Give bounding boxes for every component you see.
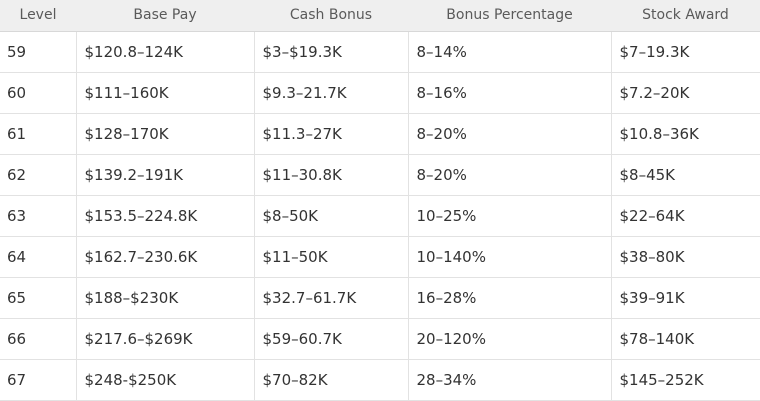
cell-base-pay: $162.7–230.6K [76,236,255,278]
cell-level: 61 [0,113,77,155]
cell-stock-award: $78–140K [611,318,760,360]
cell-bonus-percentage: 8–20% [408,113,612,155]
table-row: 66 $217.6–$269K $59–60.7K 20–120% $78–140K [0,318,760,360]
cell-bonus-percentage: 28–34% [408,359,612,401]
cell-base-pay: $120.8–124K [76,31,255,73]
header-base-pay: Base Pay [76,0,254,32]
table-row: 59 $120.8–124K $3–$19.3K 8–14% $7–19.3K [0,31,760,73]
cell-stock-award: $7–19.3K [611,31,760,73]
cell-bonus-percentage: 8–14% [408,31,612,73]
cell-bonus-percentage: 8–20% [408,154,612,196]
cell-cash-bonus: $11–50K [254,236,409,278]
cell-bonus-percentage: 10–25% [408,195,612,237]
cell-level: 64 [0,236,77,278]
table-row: 63 $153.5–224.8K $8–50K 10–25% $22–64K [0,195,760,237]
cell-cash-bonus: $8–50K [254,195,409,237]
cell-cash-bonus: $9.3–21.7K [254,72,409,114]
cell-level: 67 [0,359,77,401]
cell-stock-award: $10.8–36K [611,113,760,155]
cell-cash-bonus: $59–60.7K [254,318,409,360]
cell-base-pay: $139.2–191K [76,154,255,196]
cell-level: 66 [0,318,77,360]
cell-stock-award: $8–45K [611,154,760,196]
table-row: 60 $111–160K $9.3–21.7K 8–16% $7.2–20K [0,72,760,114]
cell-bonus-percentage: 16–28% [408,277,612,319]
header-stock-award: Stock Award [611,0,760,32]
cell-level: 62 [0,154,77,196]
cell-level: 65 [0,277,77,319]
table-row: 61 $128–170K $11.3–27K 8–20% $10.8–36K [0,113,760,155]
cell-cash-bonus: $3–$19.3K [254,31,409,73]
cell-cash-bonus: $11–30.8K [254,154,409,196]
header-bonus-percentage: Bonus Percentage [408,0,611,32]
cell-base-pay: $128–170K [76,113,255,155]
table-row: 64 $162.7–230.6K $11–50K 10–140% $38–80K [0,236,760,278]
table-row: 67 $248-$250K $70–82K 28–34% $145–252K [0,359,760,401]
header-cash-bonus: Cash Bonus [254,0,408,32]
cell-bonus-percentage: 8–16% [408,72,612,114]
cell-stock-award: $7.2–20K [611,72,760,114]
cell-bonus-percentage: 10–140% [408,236,612,278]
cell-base-pay: $153.5–224.8K [76,195,255,237]
cell-stock-award: $145–252K [611,359,760,401]
cell-stock-award: $38–80K [611,236,760,278]
cell-cash-bonus: $70–82K [254,359,409,401]
table-header: Level Base Pay Cash Bonus Bonus Percenta… [0,0,760,32]
cell-bonus-percentage: 20–120% [408,318,612,360]
cell-level: 59 [0,31,77,73]
cell-level: 63 [0,195,77,237]
cell-level: 60 [0,72,77,114]
cell-stock-award: $22–64K [611,195,760,237]
cell-cash-bonus: $11.3–27K [254,113,409,155]
header-level: Level [0,0,76,32]
header-row: Level Base Pay Cash Bonus Bonus Percenta… [0,0,760,32]
table-row: 65 $188–$230K $32.7–61.7K 16–28% $39–91K [0,277,760,319]
cell-stock-award: $39–91K [611,277,760,319]
cell-base-pay: $217.6–$269K [76,318,255,360]
cell-base-pay: $248-$250K [76,359,255,401]
cell-cash-bonus: $32.7–61.7K [254,277,409,319]
table-body: 59 $120.8–124K $3–$19.3K 8–14% $7–19.3K 60 $11… [0,31,760,401]
cell-base-pay: $188–$230K [76,277,255,319]
cell-base-pay: $111–160K [76,72,255,114]
table-row: 62 $139.2–191K $11–30.8K 8–20% $8–45K [0,154,760,196]
